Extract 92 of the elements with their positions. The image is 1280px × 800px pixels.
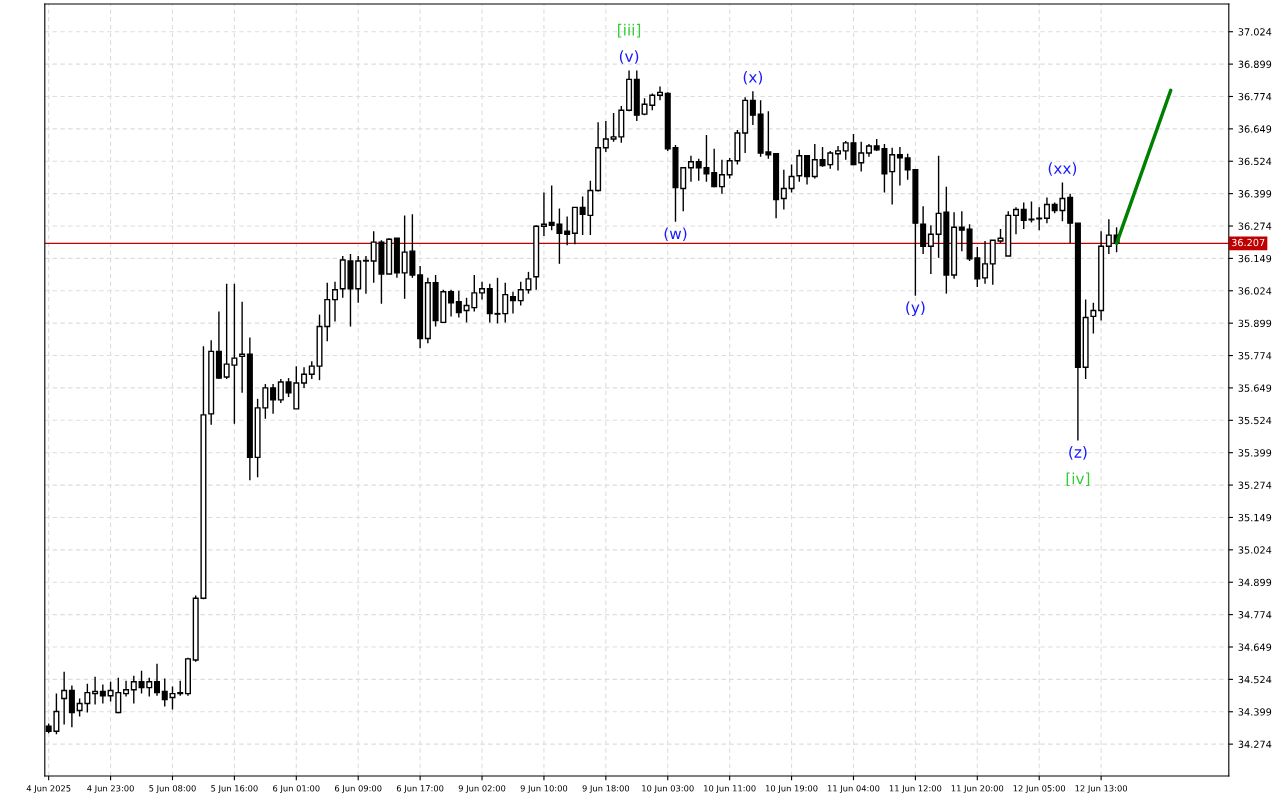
annotation: (w): [664, 227, 687, 242]
annotation: (xx): [1048, 162, 1077, 176]
ref-line-label: 36.207: [1231, 238, 1265, 247]
candlestick: [331, 281, 339, 323]
candlestick: [270, 383, 277, 415]
y-tick-label: 35.649: [1238, 384, 1272, 392]
y-tick-label: 35.024: [1238, 546, 1272, 554]
candlestick: [301, 366, 308, 389]
candlestick: [99, 683, 106, 705]
x-tick-label: 4 Jun 2025: [26, 785, 71, 794]
candlestick: [1105, 218, 1112, 255]
candlestick: [834, 145, 842, 172]
candlestick: [239, 300, 246, 394]
x-tick-label: 9 Jun 02:00: [458, 785, 506, 794]
y-tick-label: 37.024: [1238, 28, 1272, 36]
y-tick-label: 36.399: [1238, 190, 1272, 198]
candlestick: [796, 149, 803, 183]
x-tick-label: 9 Jun 10:00: [520, 785, 568, 794]
candlestick: [780, 169, 787, 211]
candlestick: [920, 205, 927, 255]
x-tick-label: 12 Jun 13:00: [1075, 785, 1128, 794]
candlestick: [602, 120, 609, 153]
candlestick: [68, 684, 75, 728]
x-tick-label: 11 Jun 04:00: [827, 785, 880, 794]
y-tick-label: 36.649: [1238, 125, 1272, 133]
candlestick: [1043, 196, 1050, 224]
x-tick-label: 10 Jun 03:00: [642, 785, 694, 794]
candlestick: [479, 281, 486, 301]
x-tick-label: 5 Jun 16:00: [211, 785, 258, 794]
x-tick-label: 12 Jun 05:00: [1013, 785, 1066, 794]
y-tick-label: 36.774: [1238, 92, 1272, 101]
candlestick: [61, 671, 68, 726]
x-tick-label: 6 Jun 01:00: [273, 785, 320, 794]
y-tick-label: 34.274: [1238, 740, 1272, 748]
candlestick: [92, 676, 99, 706]
candlestick: [656, 85, 664, 102]
x-tick-label: 4 Jun 23:00: [87, 785, 134, 794]
candlestick: [788, 163, 795, 194]
annotation: [iv]: [1066, 472, 1090, 487]
x-tick-label: 5 Jun 08:00: [149, 785, 196, 794]
y-tick-label: 35.274: [1238, 481, 1272, 489]
candlestick: [927, 224, 934, 275]
candlestick: [804, 155, 811, 186]
candlestick: [811, 143, 818, 180]
y-tick-label: 35.399: [1238, 449, 1272, 457]
candlestick: [982, 240, 989, 285]
x-tick-label: 11 Jun 20:00: [951, 785, 1004, 794]
candlestick: [153, 663, 161, 697]
candlestick: [711, 148, 718, 188]
candlestick: [1012, 206, 1020, 235]
x-tick-label: 10 Jun 19:00: [766, 785, 818, 794]
candlestick: [540, 191, 547, 237]
x-tick-label: 6 Jun 09:00: [334, 785, 382, 794]
x-tick-label: 9 Jun 18:00: [582, 785, 630, 794]
x-tick-label: 11 Jun 12:00: [889, 785, 942, 794]
candlestick: [564, 215, 571, 246]
y-tick-label: 36.899: [1238, 60, 1272, 68]
x-tick-label: 10 Jun 11:00: [704, 785, 756, 794]
candlestick: [889, 147, 896, 206]
candlestick: [749, 90, 756, 126]
y-tick-label: 34.899: [1238, 578, 1272, 587]
candlestick: [123, 679, 130, 698]
candlestick: [509, 291, 516, 315]
annotation: (v): [619, 50, 639, 64]
candlestick: [277, 378, 284, 404]
annotation: [iii]: [618, 23, 641, 38]
candlestick: [448, 289, 455, 318]
annotation: (z): [1069, 446, 1087, 460]
y-tick-label: 34.649: [1238, 643, 1272, 651]
annotation: (x): [743, 70, 763, 85]
y-tick-label: 36.274: [1238, 222, 1272, 230]
x-tick-label: 6 Jun 17:00: [396, 785, 444, 794]
y-tick-label: 34.399: [1238, 708, 1272, 716]
candlestick: [687, 155, 694, 183]
y-tick-label: 35.774: [1238, 352, 1272, 360]
candlestick: [455, 290, 462, 319]
annotation: (y): [906, 301, 925, 317]
candlestick: [958, 210, 965, 252]
candlestick: [130, 675, 137, 705]
y-tick-label: 36.524: [1238, 157, 1272, 166]
y-tick-label: 34.524: [1238, 675, 1272, 684]
y-tick-label: 34.774: [1238, 611, 1272, 619]
y-tick-label: 35.149: [1238, 513, 1272, 522]
candlestick: [362, 255, 369, 295]
y-tick-label: 35.899: [1238, 319, 1272, 327]
candlestick: [858, 141, 865, 173]
y-tick-label: 36.149: [1238, 254, 1272, 263]
y-tick-label: 35.524: [1238, 416, 1272, 425]
candlestick: [718, 159, 725, 195]
candlestick: [896, 146, 903, 187]
candlestick: [1090, 302, 1097, 335]
y-tick-label: 36.024: [1238, 287, 1272, 295]
